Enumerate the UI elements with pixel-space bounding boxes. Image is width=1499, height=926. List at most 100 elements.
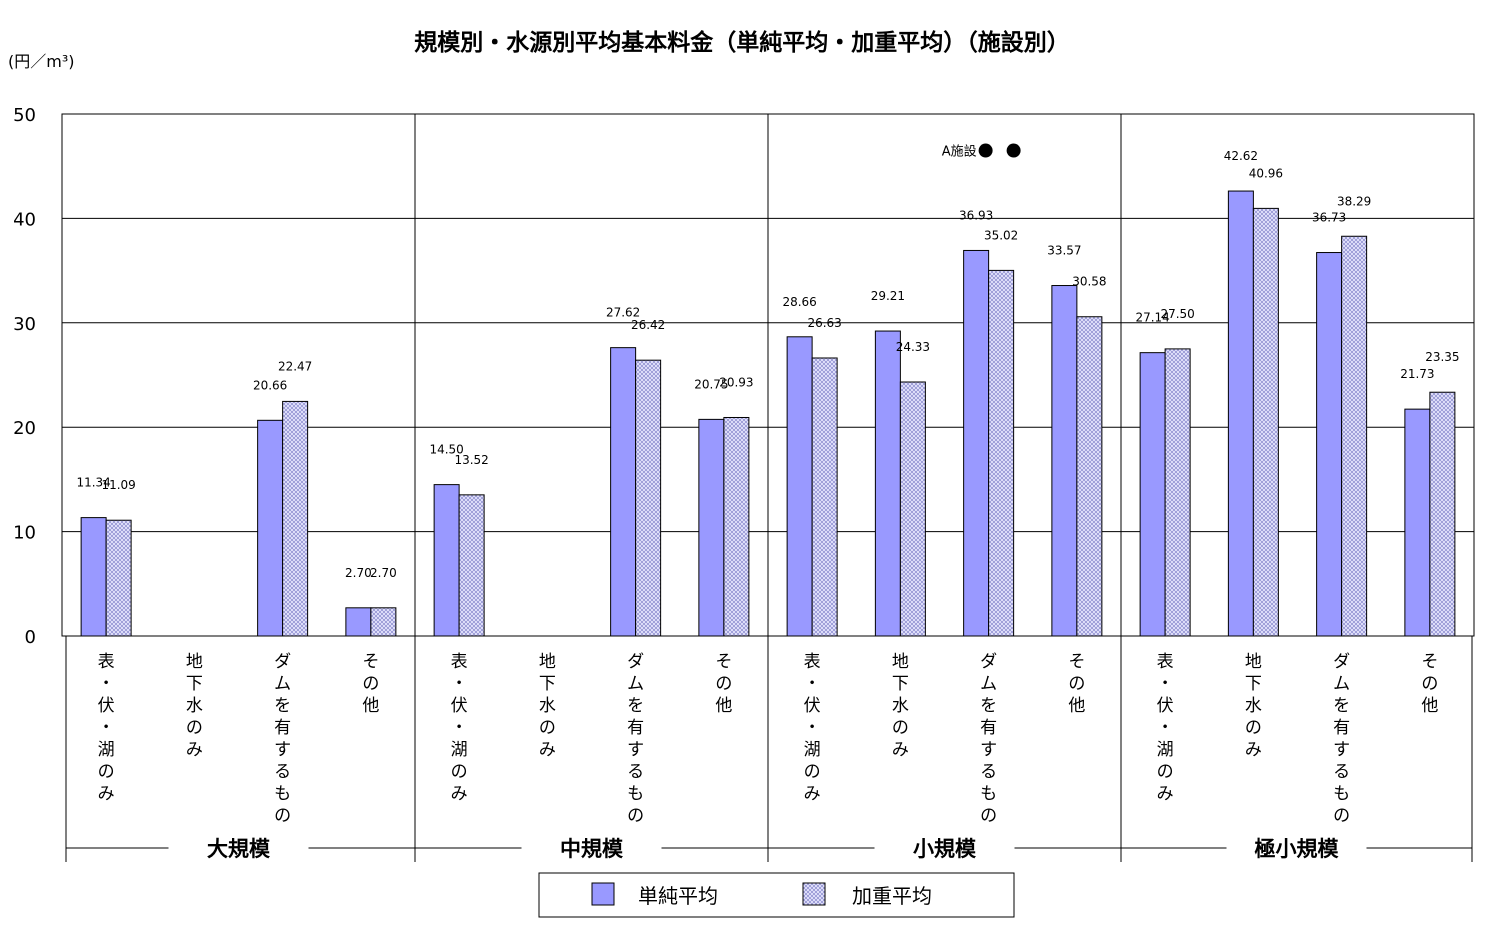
legend-swatch-series-2 bbox=[802, 882, 826, 906]
data-label: 35.02 bbox=[984, 228, 1018, 242]
data-label: 27.50 bbox=[1160, 307, 1194, 321]
bar-weighted-6 bbox=[635, 359, 662, 637]
y-tick-label: 40 bbox=[13, 209, 36, 230]
bar-weighted-10 bbox=[988, 269, 1015, 637]
data-label: 29.21 bbox=[871, 289, 905, 303]
data-label: 14.50 bbox=[429, 443, 463, 457]
plot-frame bbox=[61, 113, 1475, 637]
data-label: 13.52 bbox=[454, 453, 488, 467]
group-labels: 大規模 中規模 小規模 極小規模 bbox=[66, 837, 1472, 861]
bars-layer bbox=[80, 190, 1456, 637]
category-label: ダムを有するもの bbox=[980, 652, 997, 826]
annotation-marker bbox=[1006, 143, 1021, 158]
bar-weighted-7 bbox=[723, 416, 750, 637]
y-tick-label: 0 bbox=[25, 627, 36, 648]
data-label: 20.66 bbox=[253, 378, 287, 392]
category-labels: 表・伏・湖のみ 地下水のみ ダムを有するもの その他 表・伏・湖のみ 地下水のみ ダムを有す… bbox=[98, 652, 1439, 826]
y-axis-ticks: 0 10 20 30 40 50 bbox=[13, 105, 36, 648]
category-label: 表・伏・湖のみ bbox=[98, 652, 115, 804]
bar-weighted-9 bbox=[899, 381, 926, 637]
data-label: 27.62 bbox=[606, 306, 640, 320]
data-label: 36.93 bbox=[959, 208, 993, 222]
legend-label-series-1: 単純平均 bbox=[638, 884, 718, 908]
bar-weighted-11 bbox=[1076, 316, 1103, 637]
category-label: 地下水のみ bbox=[186, 652, 203, 760]
bar-weighted-3 bbox=[370, 607, 397, 637]
category-label: その他 bbox=[1421, 652, 1438, 716]
group-label: 中規模 bbox=[560, 837, 624, 861]
category-label: ダムを有するもの bbox=[627, 652, 644, 826]
y-tick-label: 30 bbox=[13, 314, 36, 335]
bar-weighted-0 bbox=[105, 519, 132, 637]
data-label: 40.96 bbox=[1249, 166, 1283, 180]
bar-weighted-8 bbox=[811, 357, 838, 637]
bar-simple-4 bbox=[433, 484, 460, 637]
legend: 単純平均 加重平均 bbox=[538, 872, 1015, 918]
data-label: 11.09 bbox=[101, 478, 135, 492]
data-label: 2.70 bbox=[345, 566, 372, 580]
bar-simple-13 bbox=[1227, 190, 1254, 637]
bar-simple-14 bbox=[1316, 252, 1343, 637]
category-label: 地下水のみ bbox=[892, 652, 909, 760]
data-label: 26.63 bbox=[807, 316, 841, 330]
category-label: 地下水のみ bbox=[1245, 652, 1262, 760]
bar-weighted-14 bbox=[1341, 235, 1368, 637]
category-label: 表・伏・湖のみ bbox=[804, 652, 821, 804]
data-label: 20.75 bbox=[694, 377, 728, 391]
data-label: 21.73 bbox=[1400, 367, 1434, 381]
bar-simple-3 bbox=[345, 607, 372, 637]
category-label: ダムを有するもの bbox=[274, 652, 291, 826]
annotation-marker bbox=[978, 143, 993, 158]
bar-weighted-12 bbox=[1164, 348, 1191, 637]
category-label: 表・伏・湖のみ bbox=[1157, 652, 1174, 804]
bar-simple-9 bbox=[874, 330, 901, 637]
data-label: 20.93 bbox=[719, 375, 753, 389]
bar-weighted-2 bbox=[282, 400, 309, 637]
bar-simple-11 bbox=[1051, 285, 1078, 637]
bar-simple-8 bbox=[786, 336, 813, 637]
category-label: 地下水のみ bbox=[539, 652, 556, 760]
bar-weighted-13 bbox=[1252, 207, 1279, 637]
data-label: 22.47 bbox=[278, 359, 312, 373]
unit-label: (円／m³) bbox=[8, 52, 75, 71]
data-label: 33.57 bbox=[1047, 244, 1081, 258]
annotation-label: A施設 bbox=[942, 144, 977, 160]
bar-simple-6 bbox=[610, 347, 637, 637]
group-label: 小規模 bbox=[913, 837, 977, 861]
data-label: 2.70 bbox=[370, 566, 397, 580]
data-label: 24.33 bbox=[896, 340, 930, 354]
bar-simple-12 bbox=[1139, 352, 1166, 637]
data-label: 38.29 bbox=[1337, 194, 1371, 208]
bar-simple-7 bbox=[698, 418, 725, 637]
category-label: その他 bbox=[362, 652, 379, 716]
bar-weighted-15 bbox=[1429, 391, 1456, 637]
bar-simple-15 bbox=[1404, 408, 1431, 637]
chart-title: 規模別・水源別平均基本料金（単純平均・加重平均）（施設別） bbox=[414, 29, 1070, 56]
data-label: 36.73 bbox=[1312, 211, 1346, 225]
bar-simple-2 bbox=[257, 419, 284, 637]
annotation: A施設 bbox=[942, 143, 1021, 160]
data-label: 28.66 bbox=[782, 295, 816, 309]
y-tick-label: 10 bbox=[13, 523, 36, 544]
legend-label-series-2: 加重平均 bbox=[852, 884, 932, 908]
data-labels: 11.34 20.66 2.70 14.50 27.62 20.75 28.66 29.21 3… bbox=[76, 149, 1459, 580]
group-label: 大規模 bbox=[207, 837, 271, 861]
category-label: その他 bbox=[715, 652, 732, 716]
legend-box bbox=[538, 872, 1015, 918]
legend-swatch-series-1 bbox=[591, 882, 615, 906]
data-label: 30.58 bbox=[1072, 275, 1106, 289]
category-label: ダムを有するもの bbox=[1333, 652, 1350, 826]
category-label: 表・伏・湖のみ bbox=[451, 652, 468, 804]
y-tick-label: 20 bbox=[13, 418, 36, 439]
data-label: 11.34 bbox=[76, 476, 110, 490]
group-separators bbox=[65, 114, 1473, 862]
data-label: 26.42 bbox=[631, 318, 665, 332]
bar-weighted-4 bbox=[458, 494, 485, 637]
bar-simple-10 bbox=[963, 249, 990, 637]
data-label: 42.62 bbox=[1224, 149, 1258, 163]
y-tick-label: 50 bbox=[13, 105, 36, 126]
data-label: 27.14 bbox=[1135, 311, 1169, 325]
category-label: その他 bbox=[1068, 652, 1085, 716]
bar-simple-0 bbox=[80, 517, 107, 637]
